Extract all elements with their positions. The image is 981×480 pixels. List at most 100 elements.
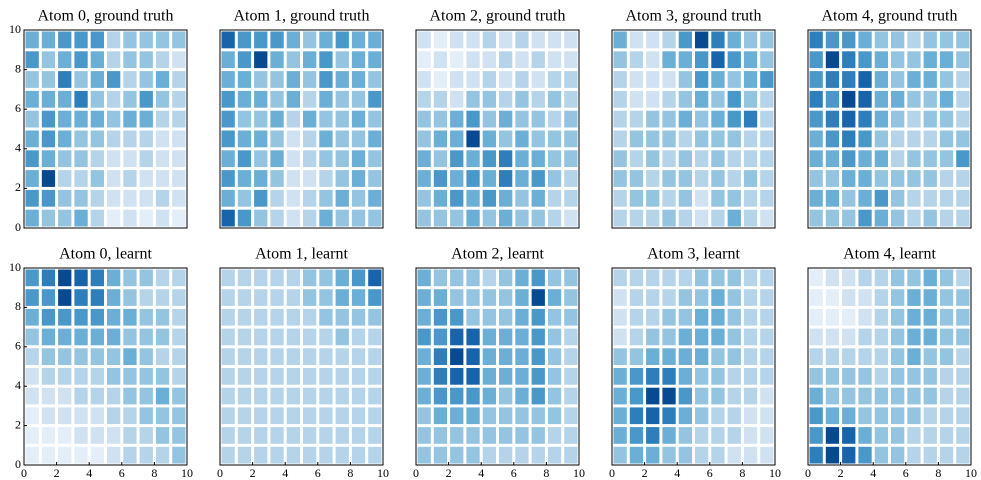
heat-cell [482, 31, 496, 49]
heat-cell [891, 328, 905, 346]
heat-cell [842, 189, 856, 207]
heat-cell [613, 130, 627, 148]
heat-cell [466, 269, 480, 287]
y-tick-label: 10 [9, 22, 21, 36]
heat-cell [564, 289, 578, 306]
heat-cell [25, 170, 39, 187]
x-tick-label: 4 [870, 466, 876, 480]
heat-cell [58, 387, 72, 405]
heat-cell [286, 110, 300, 128]
heat-cell [695, 170, 709, 187]
heat-cell [515, 387, 529, 405]
heat-cell [270, 189, 284, 207]
heat-cell [874, 71, 888, 88]
heat-cell [417, 110, 431, 128]
heat-cell [319, 407, 333, 425]
heat-cell [74, 387, 88, 405]
chart-title: Atom 0, learnt [59, 246, 152, 263]
heat-cell [760, 209, 774, 227]
heat-cell [172, 446, 186, 464]
heat-cell [74, 328, 88, 346]
heat-cell [727, 130, 741, 148]
heat-cell [891, 51, 905, 69]
heat-cell [351, 130, 366, 148]
heat-cell [874, 170, 888, 187]
heat-cell [760, 90, 774, 108]
y-tick-label: 6 [15, 339, 21, 353]
heat-cell [221, 189, 235, 207]
heat-cell [335, 110, 349, 128]
heat-cell [613, 407, 627, 425]
heat-cell [74, 170, 88, 187]
heat-cell [107, 150, 121, 168]
heat-cell [874, 150, 888, 168]
heat-cell [547, 308, 562, 326]
heat-cell [646, 170, 660, 187]
heat-cell [727, 90, 741, 108]
heat-cell [172, 150, 186, 168]
heat-cell [74, 31, 88, 49]
heat-cell [743, 368, 758, 385]
heat-cell [695, 31, 709, 49]
heat-cell [662, 170, 676, 187]
heat-cell [482, 51, 496, 69]
heat-cell [58, 90, 72, 108]
heat-cell [139, 189, 153, 207]
x-tick-label: 2 [642, 466, 648, 480]
heat-cell [351, 51, 366, 69]
heat-cell [825, 90, 840, 108]
heat-cell [939, 328, 954, 346]
heat-cell [547, 407, 562, 425]
heat-cell [939, 446, 954, 464]
heat-cell [286, 289, 300, 306]
heat-cell [825, 189, 840, 207]
heat-cell [286, 387, 300, 405]
heat-cell [466, 387, 480, 405]
heat-cell [221, 71, 235, 88]
heat-cell [139, 71, 153, 88]
heat-cell [678, 189, 692, 207]
heat-cell [270, 368, 284, 385]
heat-cell [450, 31, 464, 49]
heat-cell [907, 348, 921, 365]
heat-cell [123, 90, 137, 108]
heat-cell [58, 110, 72, 128]
heat-cell [270, 446, 284, 464]
heat-cell [662, 446, 676, 464]
heat-cell [41, 289, 56, 306]
heat-cell [221, 289, 235, 306]
heat-cell [727, 209, 741, 227]
heat-cell [237, 130, 252, 148]
heat-cell [172, 328, 186, 346]
plot-frame [611, 267, 776, 466]
heat-cell [646, 209, 660, 227]
heat-cell [450, 328, 464, 346]
heat-cell [760, 110, 774, 128]
heat-cell [842, 51, 856, 69]
heat-cell [237, 150, 252, 168]
heat-cell [237, 348, 252, 365]
heat-cell [515, 71, 529, 88]
heat-cell [90, 189, 104, 207]
heat-cell [58, 328, 72, 346]
heat-cell [351, 427, 366, 444]
heat-cell [319, 269, 333, 287]
heat-cell [139, 427, 153, 444]
heat-cell [482, 150, 496, 168]
heat-cell [743, 427, 758, 444]
heat-cell [25, 407, 39, 425]
heat-cell [368, 170, 382, 187]
heat-cell [956, 209, 970, 227]
heat-cell [923, 269, 937, 287]
heat-cell [923, 328, 937, 346]
heat-cell [237, 289, 252, 306]
chart-title: Atom 0, ground truth [38, 8, 174, 25]
heat-cell [450, 189, 464, 207]
x-tick-label: 6 [119, 466, 125, 480]
heat-cell [678, 289, 692, 306]
heat-cell [270, 130, 284, 148]
heat-cell [547, 387, 562, 405]
heat-cell [891, 446, 905, 464]
x-tick-label: 4 [674, 466, 680, 480]
heat-cell [564, 269, 578, 287]
